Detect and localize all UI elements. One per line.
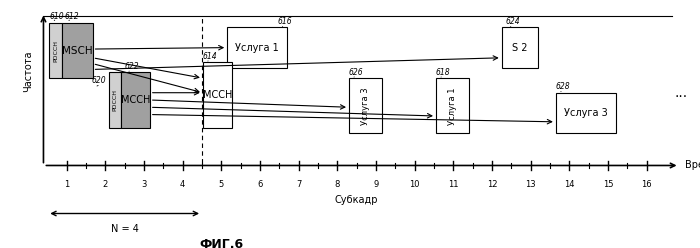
Text: ФИГ.6: ФИГ.6 xyxy=(199,238,244,248)
FancyBboxPatch shape xyxy=(502,27,538,68)
Text: Услуга 1: Услуга 1 xyxy=(448,87,457,124)
Text: 620: 620 xyxy=(92,76,106,85)
Text: Услуга 3: Услуга 3 xyxy=(360,87,370,125)
Text: 5: 5 xyxy=(218,180,224,189)
FancyBboxPatch shape xyxy=(109,72,121,128)
Text: 628: 628 xyxy=(556,82,570,91)
FancyBboxPatch shape xyxy=(62,23,92,78)
Text: 618: 618 xyxy=(436,68,451,77)
Text: MSCH: MSCH xyxy=(62,45,92,56)
Text: 614: 614 xyxy=(203,52,218,61)
Text: 9: 9 xyxy=(373,180,379,189)
Text: 11: 11 xyxy=(448,180,458,189)
Text: 610: 610 xyxy=(49,12,64,21)
Text: ...: ... xyxy=(675,86,688,100)
FancyBboxPatch shape xyxy=(203,62,232,128)
Text: 3: 3 xyxy=(141,180,147,189)
FancyBboxPatch shape xyxy=(121,72,150,128)
Text: Услуга 3: Услуга 3 xyxy=(564,108,608,118)
Text: 10: 10 xyxy=(410,180,420,189)
Text: 612: 612 xyxy=(64,12,79,21)
Text: PDCCH: PDCCH xyxy=(113,89,118,111)
Text: 15: 15 xyxy=(603,180,613,189)
Text: 7: 7 xyxy=(296,180,301,189)
Text: 4: 4 xyxy=(180,180,186,189)
Text: 6: 6 xyxy=(258,180,262,189)
Text: 8: 8 xyxy=(335,180,340,189)
Text: 622: 622 xyxy=(125,62,139,71)
Text: 1: 1 xyxy=(64,180,69,189)
FancyBboxPatch shape xyxy=(49,23,62,78)
Text: МССН: МССН xyxy=(202,90,232,100)
Text: 16: 16 xyxy=(641,180,652,189)
Text: 12: 12 xyxy=(486,180,497,189)
Text: Частота: Частота xyxy=(23,50,33,92)
Text: 13: 13 xyxy=(525,180,536,189)
FancyBboxPatch shape xyxy=(349,78,382,133)
Text: PDCCH: PDCCH xyxy=(53,39,58,62)
Text: 2: 2 xyxy=(103,180,108,189)
FancyBboxPatch shape xyxy=(556,93,616,133)
Text: Время: Время xyxy=(685,160,700,170)
Text: 626: 626 xyxy=(349,68,363,77)
Text: 14: 14 xyxy=(564,180,575,189)
Text: МCCH: МCCH xyxy=(120,95,150,105)
Text: Субкадр: Субкадр xyxy=(335,195,379,205)
Text: S 2: S 2 xyxy=(512,43,528,53)
Text: Услуга 1: Услуга 1 xyxy=(235,43,279,53)
FancyBboxPatch shape xyxy=(436,78,469,133)
Text: N = 4: N = 4 xyxy=(111,224,139,234)
Text: 624: 624 xyxy=(505,17,520,26)
Text: 616: 616 xyxy=(277,17,292,26)
FancyBboxPatch shape xyxy=(227,27,287,68)
